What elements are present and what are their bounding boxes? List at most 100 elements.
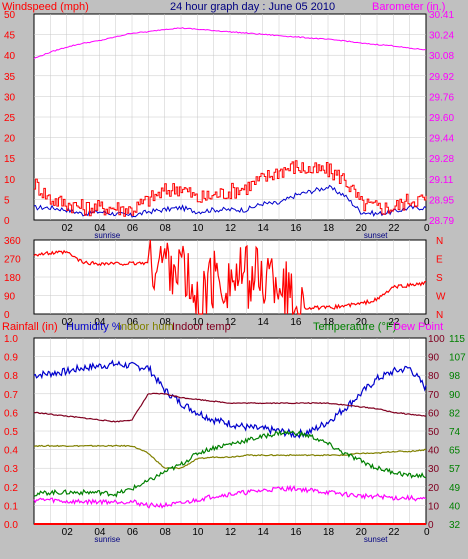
barometer-tick-label: 30.24	[429, 31, 454, 42]
x-tick-label: 20	[356, 527, 368, 538]
humidity-tick-label: 30	[428, 464, 440, 475]
windspeed-tick-label: 45	[4, 31, 16, 42]
x-tick-label: 12	[225, 527, 237, 538]
barometer-tick-label: 28.95	[429, 195, 454, 206]
x-tick-label: 04	[94, 223, 106, 234]
compass-tick-label: W	[436, 292, 446, 303]
x-tick-label: 18	[323, 527, 335, 538]
dew-point-legend: Dew Point	[393, 321, 443, 333]
humidity-tick-label: 70	[428, 390, 440, 401]
temperature-tick-label: 32	[449, 520, 461, 531]
x-tick-label: 12	[225, 317, 237, 328]
compass-tick-label: N	[436, 310, 443, 321]
temperature-tick-label: 90	[449, 390, 461, 401]
windspeed-tick-label: 30	[4, 92, 16, 103]
rainfall-tick-label: 0.9	[4, 353, 18, 364]
x-tick-label: 10	[192, 527, 204, 538]
windspeed-tick-label: 5	[4, 195, 10, 206]
temperature-tick-label: 65	[449, 446, 461, 457]
windspeed-tick-label: 0	[4, 216, 10, 227]
rainfall-tick-label: 0.2	[4, 483, 18, 494]
direction-tick-label: 180	[4, 273, 21, 284]
compass-tick-label: N	[436, 236, 443, 247]
temperature-line	[33, 429, 427, 498]
x-tick-label: 0	[424, 527, 430, 538]
temperature-tick-label: 57	[449, 464, 461, 475]
wind-gust-line	[34, 160, 427, 217]
windspeed-tick-label: 20	[4, 134, 16, 145]
temperature-tick-label: 40	[449, 501, 461, 512]
wind-baro-ticks: 02 04 06 08 10 12 14 16 18 20 22 0 sunrise sunset 0 5 10…	[4, 10, 454, 240]
x-tick-label: 22	[388, 317, 400, 328]
x-tick-label: 06	[127, 223, 139, 234]
indoor-temp-line	[33, 392, 427, 423]
rainfall-tick-label: 0.0	[4, 520, 18, 531]
rainfall-axis-label: Rainfall (in)	[2, 321, 58, 333]
wind-baro-grid	[34, 14, 426, 220]
sunrise-label: sunrise	[94, 231, 120, 240]
temperature-tick-label: 49	[449, 483, 461, 494]
humidity-tick-label: 50	[428, 427, 440, 438]
x-tick-label: 20	[356, 223, 368, 234]
sunrise-label: sunrise	[94, 535, 120, 544]
barometer-line	[33, 27, 427, 60]
x-tick-label: 08	[160, 317, 172, 328]
x-tick-label: 08	[160, 223, 172, 234]
chart-title: 24 hour graph day : June 05 2010	[170, 1, 335, 13]
windspeed-axis-label: Windspeed (mph)	[2, 1, 89, 13]
wind-direction-line	[33, 239, 427, 316]
barometer-axis-label: Barometer (in.)	[372, 1, 445, 13]
windspeed-line	[33, 184, 427, 218]
barometer-tick-label: 29.60	[429, 113, 454, 124]
humidity-line	[33, 359, 427, 439]
humidity-legend: Humidity %	[66, 321, 122, 333]
direction-tick-label: 360	[4, 236, 21, 247]
direction-tick-label: 270	[4, 255, 21, 266]
windspeed-tick-label: 50	[4, 10, 16, 21]
sunset-label: sunset	[364, 535, 388, 544]
humidity-tick-label: 60	[428, 408, 440, 419]
rainfall-tick-label: 0.3	[4, 464, 18, 475]
humidity-tick-label: 100	[428, 334, 445, 345]
rainfall-tick-label: 0.1	[4, 501, 18, 512]
x-tick-label: 08	[160, 527, 172, 538]
temperature-tick-label: 98	[449, 371, 461, 382]
x-tick-label: 10	[192, 223, 204, 234]
humidity-tick-label: 90	[428, 353, 440, 364]
barometer-tick-label: 30.08	[429, 51, 454, 62]
x-tick-label: 22	[388, 527, 400, 538]
humidity-tick-label: 0	[428, 520, 434, 531]
rainfall-tick-label: 0.7	[4, 390, 18, 401]
rainfall-tick-label: 0.5	[4, 427, 18, 438]
x-tick-label: 14	[258, 223, 270, 234]
x-tick-label: 16	[290, 223, 302, 234]
temperature-tick-label: 74	[449, 427, 461, 438]
windspeed-tick-label: 15	[4, 154, 16, 165]
x-tick-label: 14	[258, 317, 270, 328]
x-tick-label: 0	[424, 317, 430, 328]
rainfall-tick-label: 1.0	[4, 334, 18, 345]
direction-series	[33, 239, 427, 316]
barometer-tick-label: 30.41	[429, 10, 454, 21]
rainfall-tick-label: 0.6	[4, 408, 18, 419]
temperature-tick-label: 107	[449, 353, 466, 364]
x-tick-label: 18	[323, 317, 335, 328]
indoor-hum-legend: Indoor hum	[118, 321, 174, 333]
x-tick-label: 22	[388, 223, 400, 234]
windspeed-tick-label: 10	[4, 175, 16, 186]
x-tick-label: 02	[62, 317, 74, 328]
temp-humidity-series	[33, 359, 427, 525]
direction-tick-label: 0	[4, 310, 10, 321]
temperature-axis-label: Temperature (°F)	[313, 321, 396, 333]
x-tick-label: 10	[192, 317, 204, 328]
x-tick-label: 12	[225, 223, 237, 234]
x-tick-label: 06	[127, 317, 139, 328]
humidity-tick-label: 80	[428, 371, 440, 382]
barometer-tick-label: 29.92	[429, 72, 454, 83]
x-tick-label: 16	[290, 527, 302, 538]
rainfall-tick-label: 0.4	[4, 446, 18, 457]
x-tick-label: 20	[356, 317, 368, 328]
barometer-tick-label: 29.28	[429, 154, 454, 165]
